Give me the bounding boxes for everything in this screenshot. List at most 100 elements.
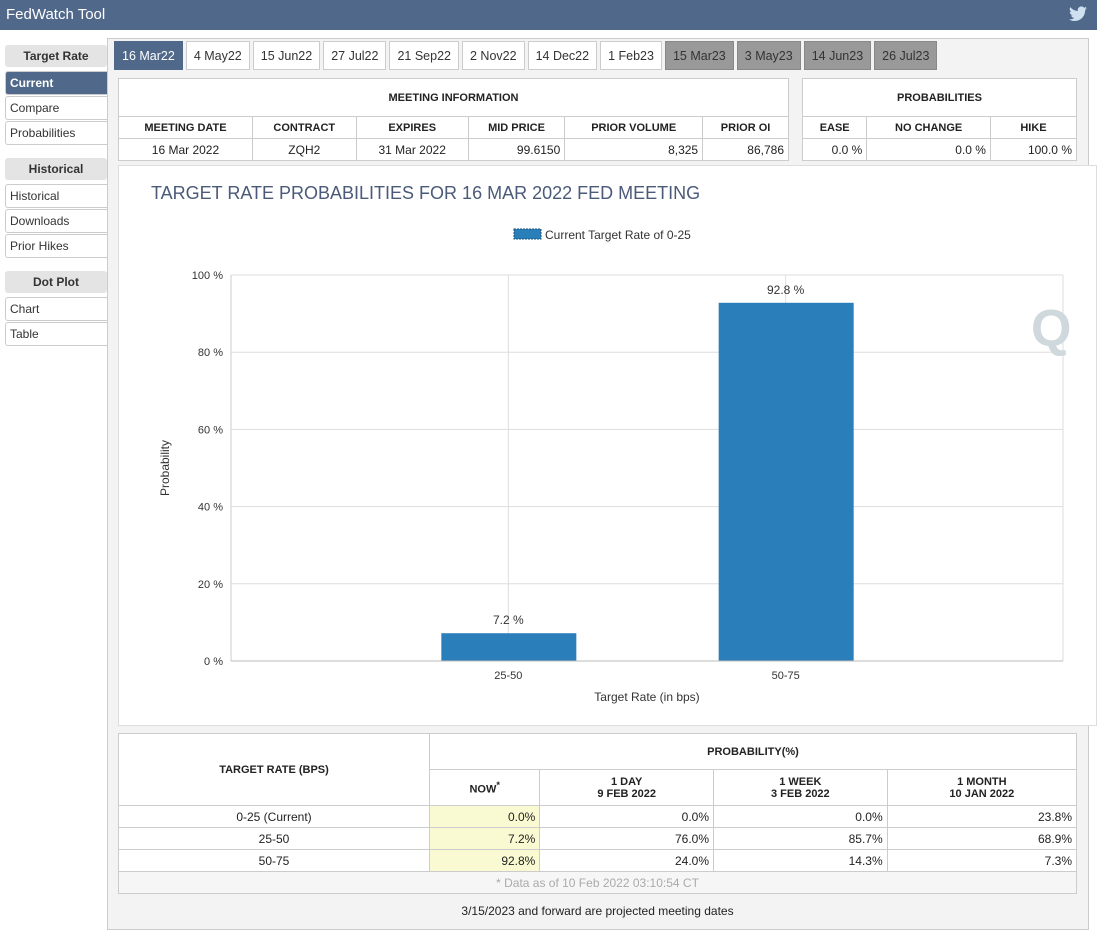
- tab-meeting[interactable]: 3 May23: [736, 41, 801, 70]
- x-axis-label: Target Rate (in bps): [594, 690, 699, 704]
- y-tick-label: 0 %: [204, 656, 223, 668]
- watermark-logo: Q: [1031, 300, 1071, 358]
- data-label: 7.2 %: [493, 613, 524, 627]
- sidebar-item-current[interactable]: Current: [5, 71, 107, 95]
- tab-meeting[interactable]: 1 Feb23: [600, 41, 662, 70]
- header-line: NOW: [469, 783, 497, 796]
- y-axis-label: Probability: [158, 440, 172, 496]
- column-header: 1 WEEK 3 FEB 2022: [713, 769, 888, 806]
- sidebar-item-compare[interactable]: Compare: [5, 96, 107, 120]
- table-cell: 76.0%: [539, 827, 714, 850]
- table-row: 25-50 7.2% 76.0% 85.7% 68.9%: [118, 827, 1078, 850]
- table-cell: 50-75: [118, 849, 430, 872]
- table-cell: 16 Mar 2022: [118, 138, 253, 161]
- sidebar-item-downloads[interactable]: Downloads: [5, 209, 107, 233]
- data-label: 92.8 %: [767, 283, 805, 297]
- column-header: TARGET RATE (BPS): [118, 733, 430, 806]
- app-header: FedWatch Tool: [0, 0, 1097, 30]
- sidebar-item-table[interactable]: Table: [5, 322, 107, 346]
- y-tick-label: 40 %: [198, 502, 223, 514]
- sidebar-item-probabilities[interactable]: Probabilities: [5, 121, 107, 145]
- table-cell: 0.0%: [428, 805, 541, 828]
- table-row: 0-25 (Current) 0.0% 0.0% 0.0% 23.8%: [118, 805, 1078, 828]
- header-line: 1 MONTH: [957, 775, 1007, 788]
- column-header: NOW*: [428, 769, 541, 806]
- tab-meeting[interactable]: 4 May22: [185, 41, 250, 70]
- sidebar-item-prior-hikes[interactable]: Prior Hikes: [5, 234, 107, 258]
- chart-title: TARGET RATE PROBABILITIES FOR 16 MAR 202…: [151, 183, 700, 203]
- column-header: HIKE: [989, 116, 1078, 139]
- column-header: NO CHANGE: [866, 116, 991, 139]
- projection-note: 3/15/2023 and forward are projected meet…: [461, 904, 734, 918]
- table-cell: 68.9%: [886, 827, 1078, 850]
- table-cell: 8,325: [564, 138, 704, 161]
- header-date: 10 JAN 2022: [949, 787, 1015, 800]
- table-cell: 100.0 %: [989, 138, 1078, 161]
- meeting-info-table: MEETING INFORMATION MEETING DATE CONTRACT…: [118, 78, 789, 161]
- table-cell: 0.0 %: [801, 138, 868, 161]
- column-header: 1 MONTH 10 JAN 2022: [886, 769, 1078, 806]
- tab-meeting[interactable]: 14 Jun23: [803, 41, 872, 70]
- bar-25-50[interactable]: [441, 633, 577, 661]
- tab-meeting[interactable]: 15 Mar23: [664, 41, 734, 70]
- y-tick-label: 20 %: [198, 579, 223, 591]
- probability-table: TARGET RATE (BPS) PROBABILITY(%) NOW* 1 DAY…: [118, 733, 1078, 894]
- table-cell: 85.7%: [713, 827, 888, 850]
- legend-label[interactable]: Current Target Rate of 0-25: [545, 228, 691, 242]
- tab-meeting[interactable]: 16 Mar22: [114, 41, 183, 70]
- twitter-icon[interactable]: [1069, 6, 1087, 22]
- column-header: CONTRACT: [251, 116, 357, 139]
- table-cell: 0.0%: [713, 805, 888, 828]
- sidebar-section-header: Dot Plot: [5, 271, 107, 293]
- tab-meeting[interactable]: 14 Dec22: [527, 41, 598, 70]
- header-line: 1 WEEK: [779, 775, 822, 788]
- table-cell: 7.3%: [886, 849, 1078, 872]
- column-header: EXPIRES: [355, 116, 469, 139]
- chart-svg: TARGET RATE PROBABILITIES FOR 16 MAR 202…: [151, 183, 1071, 704]
- table-cell: 24.0%: [539, 849, 714, 872]
- asterisk: *: [496, 779, 500, 790]
- column-header: MEETING DATE: [118, 116, 253, 139]
- app-title: FedWatch Tool: [6, 6, 106, 23]
- y-tick-label: 60 %: [198, 424, 223, 436]
- tab-meeting[interactable]: 21 Sep22: [389, 41, 459, 70]
- sidebar-section-header: Target Rate: [5, 45, 107, 67]
- table-cell: 14.3%: [713, 849, 888, 872]
- spacer: [5, 259, 107, 271]
- table-cell: 86,786: [702, 138, 789, 161]
- table-row: 50-75 92.8% 24.0% 14.3% 7.3%: [118, 849, 1078, 872]
- table-cell: 31 Mar 2022: [355, 138, 469, 161]
- probabilities-title: PROBABILITIES: [802, 78, 1077, 117]
- column-header: PRIOR VOLUME: [564, 116, 704, 139]
- table-cell: 7.2%: [428, 827, 541, 850]
- tab-meeting[interactable]: 27 Jul22: [323, 41, 387, 70]
- sidebar-item-historical[interactable]: Historical: [5, 184, 107, 208]
- x-tick-label: 50-75: [772, 670, 800, 682]
- sidebar-section-header: Historical: [5, 158, 107, 180]
- tab-meeting[interactable]: 2 Nov22: [462, 41, 525, 70]
- header-date: 3 FEB 2022: [770, 787, 830, 800]
- table-cell: 0-25 (Current): [118, 805, 430, 828]
- bar-50-75[interactable]: [718, 302, 854, 661]
- y-tick-label: 80 %: [198, 347, 223, 359]
- y-tick-label: 100 %: [192, 270, 223, 282]
- x-tick-label: 25-50: [494, 670, 522, 682]
- table-cell: 0.0%: [539, 805, 714, 828]
- probability-chart: TARGET RATE PROBABILITIES FOR 16 MAR 202…: [118, 165, 1097, 726]
- tab-meeting[interactable]: 26 Jul23: [874, 41, 938, 70]
- table-cell: 25-50: [118, 827, 430, 850]
- header-date: 9 FEB 2022: [597, 787, 657, 800]
- sidebar: Target Rate Current Compare Probabilities Hi…: [5, 45, 107, 347]
- tab-meeting[interactable]: 15 Jun22: [252, 41, 321, 70]
- spacer: [5, 146, 107, 158]
- table-cell: 99.6150: [467, 138, 566, 161]
- header-line: 1 DAY: [610, 775, 643, 788]
- table-cell: 23.8%: [886, 805, 1078, 828]
- meeting-tabs: 16 Mar22 4 May22 15 Jun22 27 Jul22 21 Sep22 2…: [114, 41, 938, 70]
- sidebar-item-chart[interactable]: Chart: [5, 297, 107, 321]
- column-header: PRIOR OI: [702, 116, 789, 139]
- table-cell: 92.8%: [428, 849, 541, 872]
- column-header: MID PRICE: [467, 116, 566, 139]
- data-timestamp: * Data as of 10 Feb 2022 03:10:54 CT: [118, 871, 1077, 894]
- meeting-info-title: MEETING INFORMATION: [118, 78, 789, 117]
